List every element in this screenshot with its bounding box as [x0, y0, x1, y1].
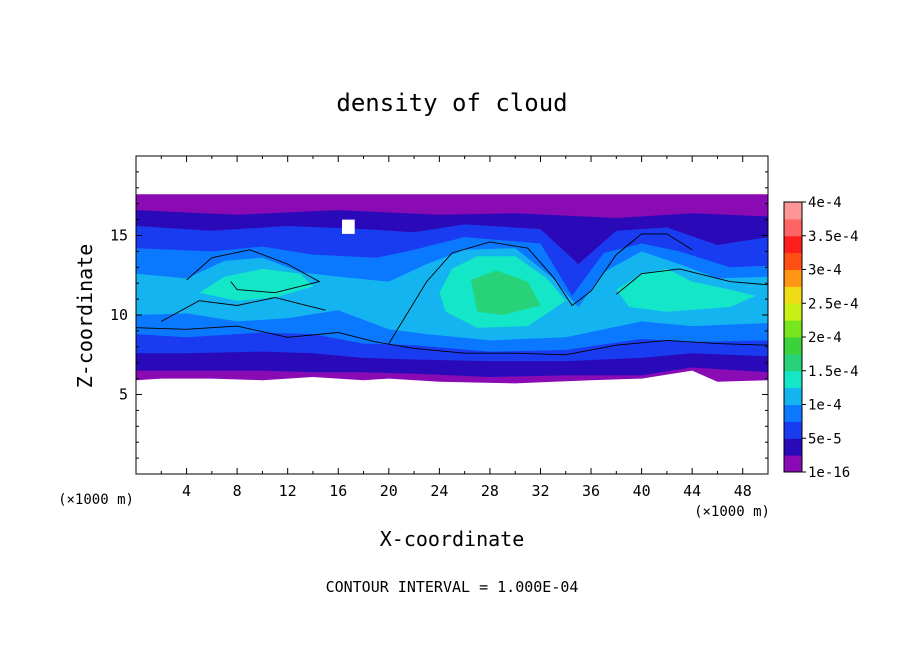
colorbar-label: 1e-16	[808, 465, 850, 481]
colorbar-swatch	[784, 421, 802, 439]
chart-title: density of cloud	[336, 89, 567, 117]
density-band	[616, 268, 756, 312]
x-tick-label: 20	[380, 482, 398, 500]
colorbar-swatch	[784, 303, 802, 321]
colorbar-label: 2.5e-4	[808, 296, 859, 312]
x-axis-label: X-coordinate	[380, 527, 525, 551]
x-tick-label: 4	[182, 482, 191, 500]
colorbar-swatch	[784, 404, 802, 422]
colorbar-swatch	[784, 353, 802, 372]
contour-interval-note: CONTOUR INTERVAL = 1.000E-04	[326, 578, 579, 596]
x-tick-label: 36	[582, 482, 600, 500]
contour-lines	[136, 233, 768, 356]
colorbar-swatch	[784, 269, 802, 287]
x-unit-left: (×1000 m)	[58, 492, 134, 508]
x-tick-label: 32	[531, 482, 549, 500]
x-tick-label: 48	[734, 482, 752, 500]
colorbar-label: 3.5e-4	[808, 229, 859, 245]
colorbar-swatch	[784, 202, 802, 220]
x-tick-label: 44	[683, 482, 701, 500]
y-tick-label: 15	[110, 227, 128, 245]
x-tick-label: 12	[279, 482, 297, 500]
x-tick-label: 16	[329, 482, 347, 500]
colorbar-swatch	[784, 337, 802, 355]
colorbar-swatch	[784, 235, 802, 254]
density-band	[199, 268, 313, 301]
x-tick-label: 40	[633, 482, 651, 500]
contour-line	[388, 233, 693, 344]
x-tick-label: 28	[481, 482, 499, 500]
y-axis-ticks: 5 10 15	[110, 171, 768, 459]
colorbar-label: 1e-4	[808, 398, 842, 414]
density-band	[471, 270, 541, 315]
x-axis-ticks: 4 8 12 16 20 24 28 32 36 40 44 48	[160, 156, 752, 500]
contour-line	[136, 325, 768, 356]
clear-air-gap	[342, 219, 355, 234]
colorbar-label: 5e-5	[808, 431, 842, 447]
colorbar-swatch	[784, 218, 802, 237]
colorbar-label: 2e-4	[808, 330, 842, 346]
colorbar-label: 1.5e-4	[808, 364, 859, 380]
x-tick-label: 8	[233, 482, 242, 500]
colorbar-swatch	[784, 286, 802, 304]
contour-line	[161, 297, 326, 322]
colorbar-swatch	[784, 455, 802, 473]
x-tick-label: 24	[430, 482, 448, 500]
contour-line	[616, 268, 768, 295]
y-tick-label: 10	[110, 306, 128, 324]
colorbar-swatch	[784, 370, 802, 389]
colorbar-label: 4e-4	[808, 195, 842, 211]
colorbar-swatch	[784, 252, 802, 270]
colorbar-swatch	[784, 438, 802, 456]
colorbar-swatch	[784, 387, 802, 405]
y-axis-label: Z-coordinate	[73, 244, 97, 389]
colorbar-swatch	[784, 320, 802, 338]
x-unit-right: (×1000 m)	[694, 504, 770, 520]
colorbar: 1e-16 5e-5 1e-4 1.5e-4 2e-4 2.5e-4 3e-4 3.5e-4 4…	[783, 195, 859, 481]
density-field	[136, 194, 768, 384]
y-tick-label: 5	[119, 386, 128, 404]
contour-line	[186, 249, 321, 294]
colorbar-label: 3e-4	[808, 263, 842, 279]
